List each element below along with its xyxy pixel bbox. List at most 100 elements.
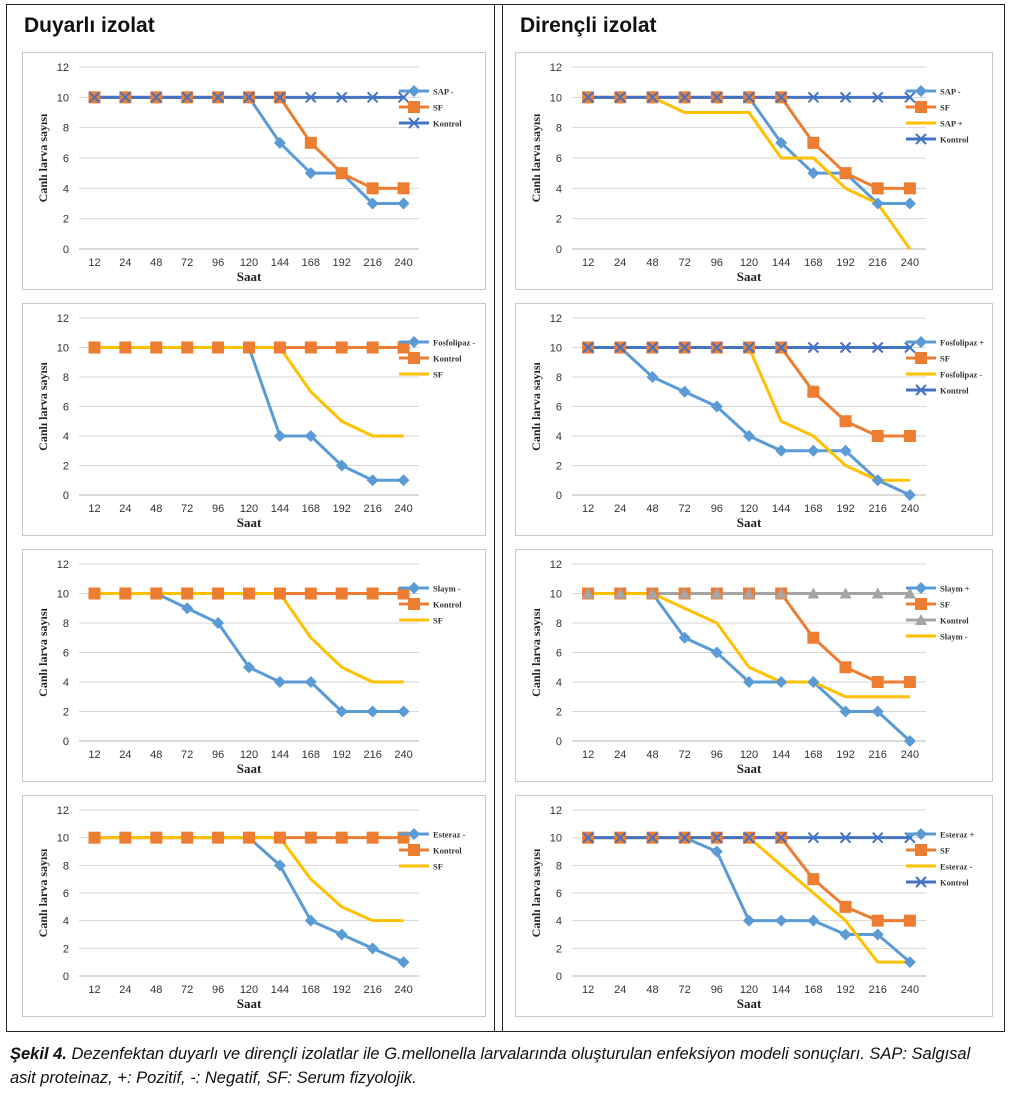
y-tick-label: 6 (556, 153, 562, 165)
legend-marker-kontrol (408, 844, 420, 856)
data-point-kontrol (710, 587, 723, 599)
series-line-sap-neg (94, 95, 404, 205)
x-tick-label: 192 (333, 984, 351, 996)
legend-marker-sap-neg (408, 85, 420, 97)
x-tick-label: 168 (302, 503, 320, 515)
y-tick-label: 2 (63, 214, 69, 226)
y-tick-label: 10 (57, 343, 69, 355)
data-point-kontrol (904, 91, 916, 104)
data-point-kontrol (582, 341, 594, 354)
legend-label: SF (940, 600, 950, 610)
data-point-kontrol (775, 831, 787, 844)
data-point-kontrol (646, 587, 659, 599)
y-axis-title: Canlı larva sayısı (529, 362, 543, 451)
data-point-sf (903, 676, 916, 688)
x-tick-label: 192 (836, 749, 854, 761)
legend-marker-sf (915, 844, 927, 856)
x-tick-label: 240 (394, 749, 412, 761)
data-point-esteraz-neg (335, 928, 348, 941)
legend-marker-kontrol (915, 614, 927, 625)
left-column-title: Duyarlı izolat (24, 14, 155, 37)
data-point-sf (839, 900, 852, 913)
y-tick-label: 8 (63, 372, 69, 384)
x-tick-label: 192 (333, 257, 351, 269)
legend-marker-sf (915, 352, 927, 364)
data-point-kontrol (678, 587, 691, 599)
legend-label: Slaym - (433, 584, 461, 594)
series-line-sap-pos (588, 95, 912, 250)
data-point-fosfolipaz-neg (397, 474, 410, 487)
x-tick-label: 216 (363, 749, 381, 761)
legend-label: SF (433, 370, 443, 380)
legend-label: SF (433, 103, 443, 113)
data-point-kontrol (775, 91, 787, 104)
data-point-sf (807, 136, 820, 149)
chart-panel-right-1: 0 2 4 6 8 10 12 12 24 48 72 96 120 144 168 192 216 240 Saa… (515, 52, 993, 290)
data-point-slaym-pos (903, 735, 916, 747)
data-point-fosfolipaz-pos (743, 430, 755, 442)
data-point-kontrol (582, 831, 594, 844)
x-tick-label: 240 (394, 984, 412, 996)
data-point-kontrol (212, 831, 225, 844)
data-point-esteraz-pos (807, 914, 820, 927)
legend-marker-sf (915, 598, 927, 610)
x-tick-label: 24 (614, 257, 626, 269)
x-tick-label: 216 (869, 503, 887, 515)
data-point-kontrol (304, 587, 317, 600)
data-point-fosfolipaz-neg (335, 459, 348, 472)
legend-label: Kontrol (433, 354, 462, 364)
x-tick-label: 96 (711, 749, 723, 761)
data-point-sf (335, 167, 348, 180)
y-tick-label: 4 (63, 183, 69, 195)
legend-label: Fosfolipaz - (940, 370, 982, 380)
x-tick-label: 48 (646, 257, 658, 269)
data-point-sap-neg (397, 197, 410, 210)
x-axis-title: Saat (737, 269, 762, 284)
series-line-esteraz-neg (588, 836, 910, 964)
data-point-kontrol (150, 831, 163, 844)
x-tick-label: 144 (271, 257, 289, 269)
y-tick-label: 4 (63, 431, 69, 443)
x-tick-label: 168 (804, 749, 822, 761)
x-tick-label: 216 (363, 503, 381, 515)
data-point-sf (807, 873, 820, 886)
data-point-kontrol (243, 831, 255, 844)
data-point-sf (807, 631, 820, 644)
chart-panel-right-4: 0 2 4 6 8 10 12 12 24 48 72 96 120 144 168 192 216 240 Saa… (515, 795, 993, 1017)
data-point-esteraz-neg (304, 914, 317, 927)
x-tick-label: 240 (394, 503, 412, 515)
x-tick-label: 48 (150, 257, 162, 269)
data-point-kontrol (807, 341, 820, 354)
x-tick-label: 96 (711, 984, 723, 996)
data-point-sf (871, 914, 884, 927)
x-axis-title: Saat (737, 996, 762, 1011)
x-tick-label: 96 (711, 257, 723, 269)
data-point-kontrol (181, 587, 194, 600)
data-point-kontrol (614, 341, 626, 354)
data-point-sf (839, 661, 852, 674)
y-tick-label: 0 (63, 490, 69, 502)
x-axis-title: Saat (237, 996, 262, 1011)
data-point-kontrol (304, 341, 317, 354)
x-tick-label: 144 (772, 749, 790, 761)
x-tick-label: 240 (901, 503, 919, 515)
data-point-fosfolipaz-pos (710, 400, 723, 413)
data-point-sap-neg (903, 197, 916, 210)
data-point-kontrol (711, 341, 723, 354)
legend-label: Fosfolipaz - (433, 338, 475, 348)
data-point-fosfolipaz-pos (871, 474, 884, 487)
data-point-sf (807, 385, 820, 398)
y-tick-label: 4 (556, 431, 562, 443)
data-point-kontrol (646, 341, 659, 354)
chart-panel-left-3: 0 2 4 6 8 10 12 12 24 48 72 96 120 144 168 192 216 240 Saa… (22, 549, 486, 782)
y-tick-label: 12 (550, 805, 562, 817)
legend-label: Kontrol (940, 135, 969, 145)
series-line-esteraz-neg (94, 836, 405, 964)
legend-marker-fosfolipaz-neg (408, 336, 420, 348)
y-tick-label: 12 (57, 559, 69, 571)
series-line-fosfolipaz-neg (588, 346, 910, 482)
y-tick-label: 8 (63, 860, 69, 872)
x-tick-label: 24 (614, 503, 626, 515)
data-point-sf (304, 136, 317, 149)
